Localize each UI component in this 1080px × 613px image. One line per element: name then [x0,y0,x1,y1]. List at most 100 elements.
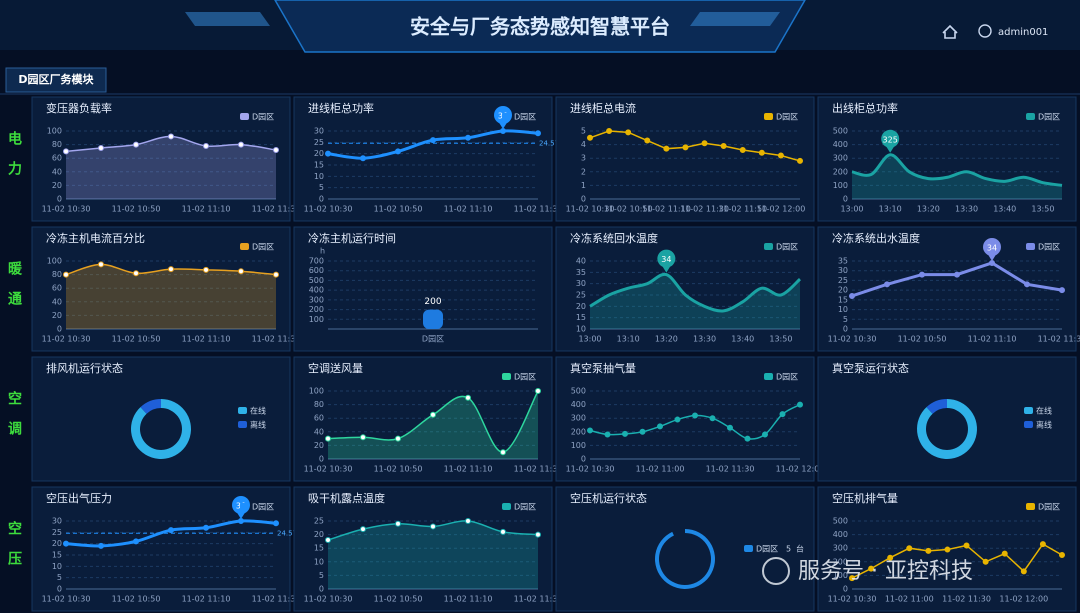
y-tick-label: 60 [52,154,62,163]
data-point [779,411,786,418]
y-tick-label: 20 [52,539,62,548]
data-point [360,434,366,441]
legend-label: D园区 [776,113,798,122]
data-point [963,542,970,549]
legend-label: 离线 [250,420,266,430]
pie-slice [926,399,947,414]
data-point [720,142,727,149]
data-point [884,281,890,288]
data-point [500,528,506,535]
y-tick-label: 40 [52,167,62,176]
data-point [797,401,803,408]
data-point [360,526,366,533]
y-tick-label: 40 [576,257,586,266]
x-tick-label: 11-02 10:30 [828,595,877,604]
module-tab[interactable] [5,67,107,93]
row-label: 空调 [6,390,22,451]
data-point [727,424,733,431]
y-tick-label: 60 [52,284,62,293]
x-tick-label: 11-02 11:50 [718,205,767,214]
y-tick-label: 100 [47,127,62,136]
y-tick-label: 15 [838,295,848,304]
y-tick-label: 60 [314,414,324,423]
data-point [604,431,611,438]
y-tick-label: 0 [581,455,586,464]
y-tick-label: 5 [843,315,848,324]
data-point [238,268,244,275]
bar [423,309,443,329]
legend-swatch [1026,113,1035,120]
y-tick-label: 400 [309,286,324,295]
legend-label: D园区 [514,113,536,122]
legend-label: D园区 [1038,243,1060,252]
home-icon[interactable] [942,24,958,39]
x-tick-label: 11-02 10:30 [566,205,615,214]
user-name[interactable]: admin001 [998,27,1048,38]
series-line [589,272,802,313]
legend-value: 5 [786,545,791,554]
watermark-icon [762,557,790,585]
x-tick-label: 11-02 11:10 [444,465,493,474]
data-point [430,411,436,418]
user-icon[interactable] [978,24,992,38]
watermark-group: 服务号 · 亚控科技 [762,557,973,585]
y-tick-label: 500 [833,517,848,526]
data-point [919,271,925,278]
legend-label: D园区 [252,113,274,122]
legend-label: 在线 [250,406,266,416]
y-tick-label: 2 [581,167,586,176]
data-point [273,520,279,527]
data-point [797,157,803,164]
x-tick-label: 11-02 11:30 [942,595,991,604]
x-tick-label: D园区 [422,335,444,344]
y-tick-label: 100 [309,315,324,324]
data-point [238,141,244,148]
chart-title: 出线柜总功率 [832,101,898,115]
y-tick-label: 5 [581,127,586,136]
data-point [1020,568,1027,575]
y-tick-label: 10 [838,305,848,314]
data-point [777,152,784,159]
y-tick-label: 0 [319,585,324,594]
chart-title: 空压机运行状态 [570,491,647,505]
y-tick-label: 600 [309,266,324,275]
legend-label: D园区 [252,243,274,252]
x-tick-label: 11-02 11:10 [182,595,231,604]
series-area [852,154,1062,199]
chart-title: 进线柜总电流 [570,101,636,115]
y-tick-label: 3 [581,154,586,163]
module-label[interactable]: D园区厂务模块 [18,72,94,86]
chart-title: 冷冻主机运行时间 [308,231,396,245]
data-point [644,137,651,144]
x-tick-label: 13:50 [769,335,792,344]
data-point [663,145,670,152]
y-tick-label: 80 [314,400,324,409]
bar-value: 200 [424,297,441,307]
chart-title: 真空泵运行状态 [832,361,909,375]
data-point [1039,541,1046,548]
data-point [273,147,279,154]
data-point [1001,550,1008,557]
y-tick-label: 300 [833,154,848,163]
data-point [500,128,506,134]
y-tick-label: 10 [576,325,586,334]
legend-swatch [502,113,511,120]
y-tick-label: 300 [833,544,848,553]
data-point [63,148,69,155]
legend-swatch [764,243,773,250]
data-point [465,134,471,141]
y-tick-label: 0 [57,195,62,204]
chart-title: 空压机排气量 [832,491,898,505]
series-line [851,153,1063,187]
x-tick-label: 11-02 11:10 [444,595,493,604]
data-point [465,518,471,524]
x-tick-label: 13:30 [693,335,716,344]
y-tick-label: 0 [319,195,324,204]
x-tick-label: 11-02 11:10 [182,205,231,214]
y-tick-label: 0 [319,455,324,464]
data-point [1024,281,1030,288]
x-tick-label: 11-02 11:00 [885,595,934,604]
y-tick-label: 5 [319,571,324,580]
y-tick-label: 35 [576,268,586,277]
y-tick-label: 200 [309,305,324,314]
